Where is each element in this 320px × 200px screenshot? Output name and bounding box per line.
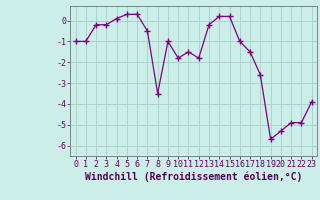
X-axis label: Windchill (Refroidissement éolien,°C): Windchill (Refroidissement éolien,°C) bbox=[85, 172, 302, 182]
